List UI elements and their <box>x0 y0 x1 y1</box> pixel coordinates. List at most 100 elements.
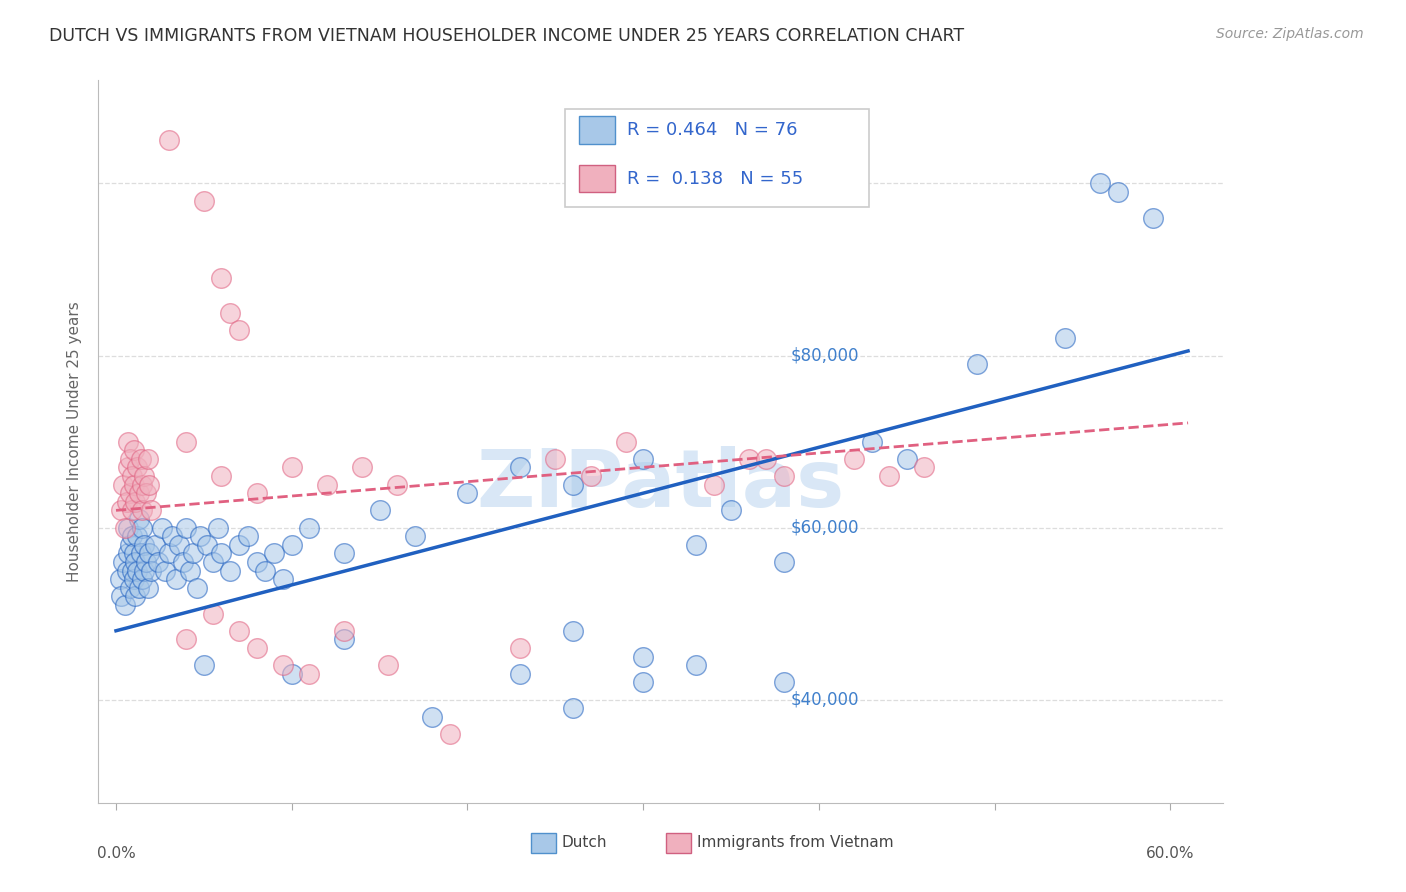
Point <box>720 503 742 517</box>
Point <box>562 477 585 491</box>
Point <box>124 555 146 569</box>
Point <box>124 494 146 508</box>
Point <box>633 649 655 664</box>
FancyBboxPatch shape <box>565 109 869 207</box>
Point <box>121 469 143 483</box>
Point <box>685 658 707 673</box>
Point <box>120 538 141 552</box>
Point <box>860 434 883 449</box>
Point <box>117 434 139 449</box>
Point <box>115 564 138 578</box>
Point <box>914 460 936 475</box>
Point <box>110 503 132 517</box>
Point <box>246 640 269 655</box>
Point <box>155 564 177 578</box>
Y-axis label: Householder Income Under 25 years: Householder Income Under 25 years <box>67 301 83 582</box>
Point <box>121 503 143 517</box>
Point <box>298 520 321 534</box>
Point <box>263 546 285 560</box>
Point <box>544 451 567 466</box>
Point <box>509 666 531 681</box>
Point <box>136 451 159 466</box>
Point <box>197 538 219 552</box>
Point <box>614 434 637 449</box>
Point <box>141 503 163 517</box>
Point <box>186 581 208 595</box>
Point <box>128 581 150 595</box>
Point <box>193 194 215 208</box>
Point <box>132 469 156 483</box>
Point <box>174 632 197 647</box>
Point <box>211 546 233 560</box>
Point <box>157 133 180 147</box>
Point <box>254 564 277 578</box>
Text: Source: ZipAtlas.com: Source: ZipAtlas.com <box>1216 27 1364 41</box>
Text: 60.0%: 60.0% <box>1146 846 1195 861</box>
Point <box>457 486 479 500</box>
Point <box>201 555 224 569</box>
Point <box>385 477 409 491</box>
Text: DUTCH VS IMMIGRANTS FROM VIETNAM HOUSEHOLDER INCOME UNDER 25 YEARS CORRELATION C: DUTCH VS IMMIGRANTS FROM VIETNAM HOUSEHO… <box>49 27 965 45</box>
Point <box>228 624 250 638</box>
Point <box>773 555 796 569</box>
Point <box>236 529 259 543</box>
Point <box>128 486 150 500</box>
Point <box>132 538 156 552</box>
Point <box>246 555 269 569</box>
Point <box>877 469 901 483</box>
Point <box>174 520 197 534</box>
Point <box>172 555 194 569</box>
Point <box>112 477 135 491</box>
Point <box>120 451 141 466</box>
Point <box>211 271 233 285</box>
Point <box>509 460 531 475</box>
Text: R = 0.464   N = 76: R = 0.464 N = 76 <box>627 121 797 139</box>
Point <box>271 658 294 673</box>
Point <box>281 538 304 552</box>
Point <box>896 451 918 466</box>
Point <box>127 529 149 543</box>
Point <box>112 555 135 569</box>
Point <box>207 520 229 534</box>
Point <box>174 434 197 449</box>
Point <box>844 451 866 466</box>
Point <box>115 494 138 508</box>
FancyBboxPatch shape <box>579 165 614 193</box>
Point <box>633 451 655 466</box>
Text: $40,000: $40,000 <box>790 690 859 708</box>
Point <box>143 538 166 552</box>
Text: Immigrants from Vietnam: Immigrants from Vietnam <box>697 835 893 850</box>
Point <box>124 590 146 604</box>
Point <box>117 460 139 475</box>
Point <box>685 538 707 552</box>
Point <box>128 512 150 526</box>
Point <box>141 564 163 578</box>
Point <box>122 443 145 458</box>
Point <box>1107 185 1129 199</box>
Point <box>169 538 191 552</box>
Point <box>117 546 139 560</box>
Point <box>179 564 201 578</box>
Point <box>377 658 399 673</box>
Point <box>138 546 160 560</box>
Text: ZIPatlas: ZIPatlas <box>477 446 845 524</box>
Point <box>110 590 132 604</box>
Point <box>122 477 145 491</box>
Point <box>136 581 159 595</box>
Point <box>131 572 153 586</box>
Point <box>201 607 224 621</box>
Point <box>738 451 761 466</box>
Point <box>633 675 655 690</box>
Point <box>183 546 205 560</box>
Point <box>773 675 796 690</box>
FancyBboxPatch shape <box>579 117 614 144</box>
Point <box>562 624 585 638</box>
Point <box>562 701 585 715</box>
Point <box>333 624 356 638</box>
Text: R =  0.138   N = 55: R = 0.138 N = 55 <box>627 169 803 187</box>
Point <box>368 503 391 517</box>
FancyBboxPatch shape <box>666 833 692 854</box>
Point <box>281 460 304 475</box>
Point <box>114 520 136 534</box>
Point <box>755 451 778 466</box>
